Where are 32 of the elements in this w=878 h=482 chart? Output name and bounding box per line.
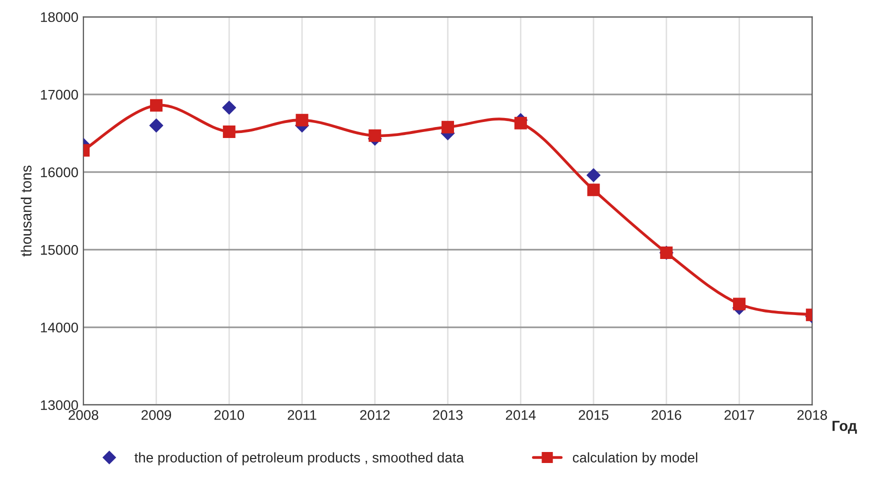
point <box>368 129 382 142</box>
point <box>514 116 527 130</box>
x-tick-label: 2010 <box>214 410 244 420</box>
point <box>733 298 746 310</box>
y-tick-label: 13000 <box>40 400 78 410</box>
x-tick-label: 2015 <box>578 410 608 420</box>
y-tick-label: 18000 <box>40 12 78 22</box>
point <box>149 118 164 132</box>
x-tick-label: 2018 <box>797 410 827 420</box>
point <box>222 100 236 115</box>
point <box>587 184 600 196</box>
x-tick-label: 2012 <box>360 410 390 420</box>
y-tick-label: 17000 <box>40 90 78 100</box>
x-axis-title: Год <box>832 420 857 434</box>
point <box>222 125 236 138</box>
point <box>296 114 308 126</box>
x-tick-label: 2011 <box>288 410 316 420</box>
y-tick-label: 16000 <box>40 167 78 178</box>
x-tick-label: 2009 <box>142 410 172 420</box>
y-tick-label: 14000 <box>40 322 78 332</box>
point <box>442 120 454 134</box>
x-tick-label: 2014 <box>506 410 536 420</box>
x-tick-label: 2017 <box>724 410 754 420</box>
x-tick-label: 2008 <box>68 410 98 420</box>
x-tick-label: 2013 <box>433 410 463 420</box>
point <box>586 168 600 182</box>
legend-label: the production of petroleum products , smoothed data <box>134 452 464 466</box>
point <box>150 99 163 112</box>
legend-label: calculation by model <box>572 452 698 466</box>
y-tick-label: 15000 <box>40 245 78 255</box>
x-tick-label: 2016 <box>652 410 682 420</box>
y-axis-title: thousand tons <box>20 166 32 256</box>
